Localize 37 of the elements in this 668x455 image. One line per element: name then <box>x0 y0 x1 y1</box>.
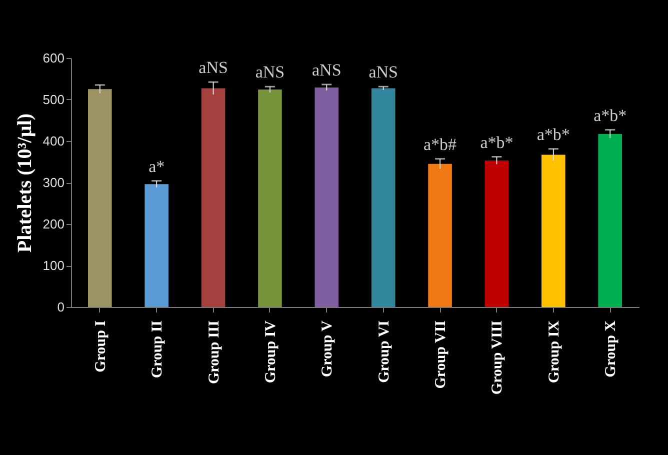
y-tick-label: 600 <box>42 50 64 66</box>
x-tick-label: Group III <box>206 320 222 384</box>
x-tick-label: Group II <box>150 320 166 378</box>
y-tick-label: 500 <box>42 92 64 107</box>
bar <box>88 89 112 307</box>
x-tick-label: Group X <box>603 320 620 378</box>
y-tick-label: 100 <box>42 258 64 273</box>
annotation: aNS <box>198 58 228 78</box>
y-axis-title: Platelets (10³/µl) <box>14 113 36 253</box>
y-tick-label: 200 <box>42 216 64 232</box>
x-tick-label: Group V <box>320 320 336 378</box>
annotation: a*b* <box>480 132 514 152</box>
bar <box>371 88 396 307</box>
annotation: aNS <box>255 62 285 82</box>
y-tick-label: 300 <box>42 175 64 190</box>
x-tick-label: Group IV <box>262 320 279 384</box>
annotation: aNS <box>312 60 342 80</box>
x-tick-label: Group VIII <box>490 320 506 395</box>
y-tick-label: 400 <box>42 134 64 148</box>
annotation: aNS <box>368 62 398 82</box>
x-tick-label: Group I <box>92 320 109 372</box>
x-tick-label: Group VI <box>376 320 392 383</box>
annotation: a* <box>148 156 165 176</box>
y-tick-label: 0 <box>57 300 64 314</box>
bar <box>258 90 282 307</box>
bar <box>314 87 339 307</box>
x-tick-label: Group VII <box>433 320 450 389</box>
bar <box>428 164 452 307</box>
annotation: a*b* <box>536 124 570 144</box>
bar <box>484 160 509 307</box>
x-tick-label: Group IX <box>546 320 562 384</box>
annotation: a*b# <box>424 134 458 154</box>
bar <box>201 88 226 307</box>
bar <box>144 184 168 307</box>
annotation: a*b* <box>594 106 627 125</box>
bar <box>542 154 566 307</box>
bar <box>598 134 622 307</box>
